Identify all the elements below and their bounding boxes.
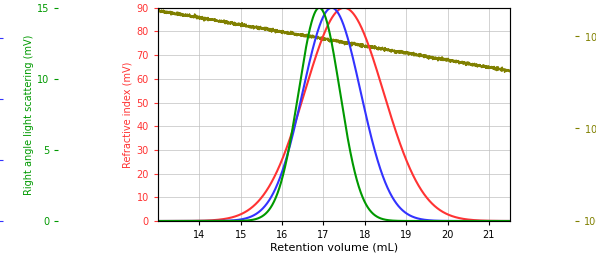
X-axis label: Retention volume (mL): Retention volume (mL): [270, 243, 398, 253]
Y-axis label: Right angle light scattering (mV): Right angle light scattering (mV): [24, 34, 34, 194]
Y-axis label: Refractive index (mV): Refractive index (mV): [122, 61, 132, 168]
